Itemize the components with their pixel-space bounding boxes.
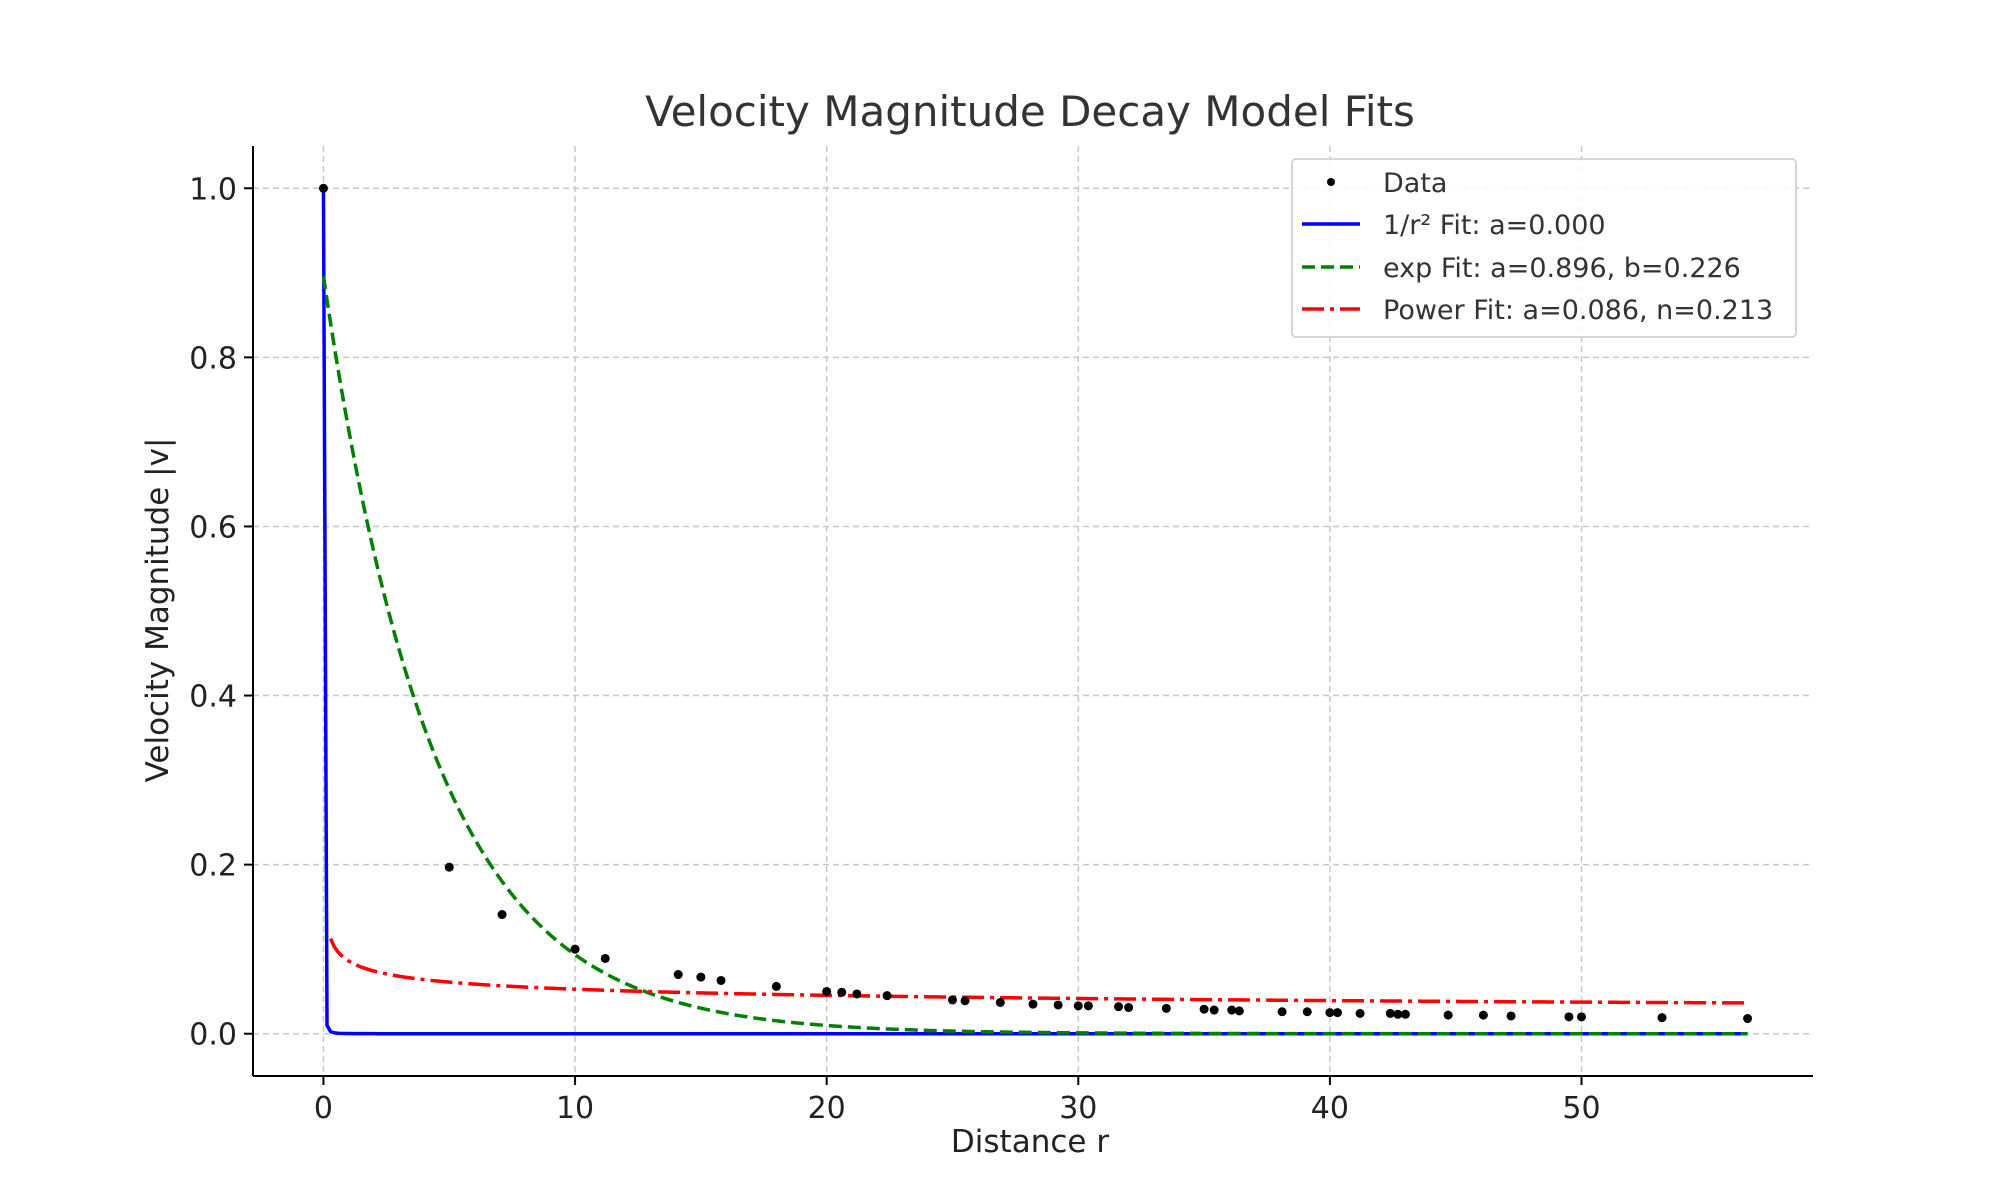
chart-title: Velocity Magnitude Decay Model Fits [645, 87, 1415, 136]
data-point [444, 862, 454, 872]
data-point [1227, 1005, 1237, 1015]
x-tick-label: 0 [314, 1091, 333, 1126]
data-point [1355, 1008, 1365, 1018]
data-point [1743, 1014, 1753, 1024]
legend-entry-power: Power Fit: a=0.086, n=0.213 [1383, 295, 1773, 326]
data-point [1083, 1001, 1093, 1011]
exp-fit-line [321, 275, 1748, 1036]
data-point [1443, 1010, 1453, 1020]
y-tick-label: 0.0 [189, 1018, 237, 1053]
y-axis-ticks: 0.0 0.2 0.4 0.6 0.8 1.0 [189, 172, 253, 1053]
inverse-square-fit-line [321, 188, 1748, 1036]
power-fit-line [328, 937, 1748, 1005]
data-point [1506, 1011, 1516, 1021]
data-point [1234, 1006, 1244, 1016]
plot-area [318, 183, 1753, 1036]
data-point [1302, 1007, 1312, 1017]
data-point [882, 991, 892, 1001]
x-axis-label: Distance r [951, 1124, 1109, 1160]
x-tick-label: 30 [1059, 1091, 1097, 1126]
data-point [947, 995, 957, 1005]
data-point [1277, 1007, 1287, 1017]
y-tick-label: 0.8 [189, 341, 237, 376]
legend-marker-data [1327, 178, 1335, 186]
data-point [837, 987, 847, 997]
data-point [1657, 1013, 1667, 1023]
data-point [1385, 1008, 1395, 1018]
data-point [1400, 1009, 1410, 1019]
data-point [673, 970, 683, 980]
y-tick-label: 0.6 [189, 510, 237, 545]
data-point [1161, 1003, 1171, 1013]
data-point [1124, 1003, 1134, 1013]
data-point [696, 972, 706, 982]
y-tick-label: 0.2 [189, 849, 237, 884]
data-point [1053, 1000, 1063, 1010]
data-point [716, 975, 726, 985]
y-tick-label: 1.0 [189, 172, 237, 207]
data-point [1209, 1005, 1219, 1015]
data-point [318, 183, 328, 193]
y-axis-label: Velocity Magnitude |v| [140, 438, 176, 783]
data-point [995, 997, 1005, 1007]
data-point [570, 944, 580, 954]
x-tick-label: 50 [1562, 1091, 1600, 1126]
data-point [960, 996, 970, 1006]
x-tick-label: 40 [1311, 1091, 1349, 1126]
legend-entry-exp: exp Fit: a=0.896, b=0.226 [1383, 253, 1741, 284]
legend-frame [1291, 158, 1797, 338]
legend: Data 1/r² Fit: a=0.000 exp Fit: a=0.896,… [1291, 158, 1797, 338]
x-axis-ticks: 0 10 20 30 40 50 [314, 1076, 1601, 1126]
data-point [1028, 999, 1038, 1009]
data-point [1325, 1008, 1335, 1018]
data-point [1073, 1001, 1083, 1011]
data-points [318, 183, 1753, 1024]
data-point [1564, 1012, 1574, 1022]
data-point [1577, 1012, 1587, 1022]
axes [252, 146, 1813, 1077]
x-tick-label: 10 [556, 1091, 594, 1126]
legend-entry-data: Data [1383, 168, 1447, 199]
data-point [822, 986, 832, 996]
legend-entry-inverse-square: 1/r² Fit: a=0.000 [1383, 210, 1606, 241]
data-point [852, 989, 862, 999]
y-tick-label: 0.4 [189, 680, 237, 715]
data-point [1199, 1004, 1209, 1014]
data-point [1478, 1010, 1488, 1020]
data-point [1393, 1009, 1403, 1019]
data-point [497, 910, 507, 920]
data-point [1332, 1008, 1342, 1018]
data-point [1114, 1002, 1124, 1012]
data-point [771, 981, 781, 991]
data-point [600, 953, 610, 963]
x-tick-label: 20 [808, 1091, 846, 1126]
